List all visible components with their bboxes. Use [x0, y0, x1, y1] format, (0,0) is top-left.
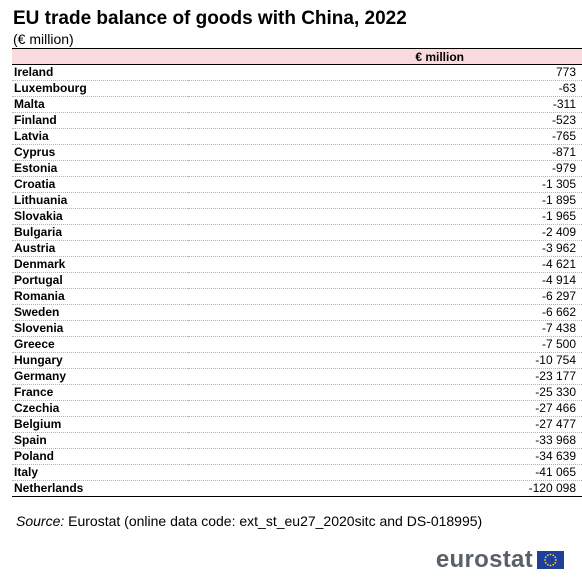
table-row: Lithuania -1 895: [12, 192, 582, 209]
value-cell: -10 754: [188, 352, 582, 369]
country-cell: Slovenia: [12, 320, 189, 337]
value-cell: -765: [188, 128, 582, 145]
value-cell: -2 409: [188, 224, 582, 241]
country-cell: Sweden: [12, 304, 189, 321]
country-cell: Italy: [12, 464, 189, 481]
country-cell: Portugal: [12, 272, 189, 289]
country-cell: Poland: [12, 448, 189, 465]
country-cell: Cyprus: [12, 144, 189, 161]
country-cell: Bulgaria: [12, 224, 189, 241]
table-row: Cyprus -871: [12, 144, 582, 161]
country-cell: Czechia: [12, 400, 189, 417]
value-column-header: € million: [188, 48, 582, 65]
value-cell: -41 065: [188, 464, 582, 481]
country-cell: Belgium: [12, 416, 189, 433]
table-row: Netherlands -120 098: [12, 480, 582, 497]
value-cell: 773: [188, 64, 582, 81]
table-row: Ireland 773: [12, 64, 582, 81]
source-text: Eurostat (online data code: ext_st_eu27_…: [68, 513, 483, 529]
value-cell: -23 177: [188, 368, 582, 385]
table-body: Ireland 773 Luxembourg -63 Malta -311 Finland -…: [12, 64, 582, 497]
table-row: Belgium -27 477: [12, 416, 582, 433]
country-cell: Croatia: [12, 176, 189, 193]
table-row: Malta -311: [12, 96, 582, 113]
country-cell: Luxembourg: [12, 80, 189, 97]
table-row: Estonia -979: [12, 160, 582, 177]
eu-flag-icon: [537, 551, 564, 569]
value-cell: -25 330: [188, 384, 582, 401]
table-row: Italy -41 065: [12, 464, 582, 481]
value-cell: -63: [188, 80, 582, 97]
country-cell: Estonia: [12, 160, 189, 177]
value-cell: -34 639: [188, 448, 582, 465]
table-row: Austria -3 962: [12, 240, 582, 257]
value-cell: -1 895: [188, 192, 582, 209]
value-cell: -7 438: [188, 320, 582, 337]
value-cell: -871: [188, 144, 582, 161]
value-cell: -4 621: [188, 256, 582, 273]
table-row: Poland -34 639: [12, 448, 582, 465]
value-cell: -1 305: [188, 176, 582, 193]
value-cell: -3 962: [188, 240, 582, 257]
country-cell: Netherlands: [12, 480, 189, 497]
country-cell: Romania: [12, 288, 189, 305]
table-row: Czechia -27 466: [12, 400, 582, 417]
country-cell: Hungary: [12, 352, 189, 369]
table-row: Greece -7 500: [12, 336, 582, 353]
value-cell: -120 098: [188, 480, 582, 497]
value-cell: -7 500: [188, 336, 582, 353]
country-cell: Slovakia: [12, 208, 189, 225]
country-cell: Latvia: [12, 128, 189, 145]
table-row: France -25 330: [12, 384, 582, 401]
source-note: Source: Eurostat (online data code: ext_…: [16, 513, 482, 529]
table-row: Germany -23 177: [12, 368, 582, 385]
value-cell: -33 968: [188, 432, 582, 449]
value-cell: -979: [188, 160, 582, 177]
value-cell: -1 965: [188, 208, 582, 225]
country-cell: Malta: [12, 96, 189, 113]
value-cell: -27 477: [188, 416, 582, 433]
table-row: Latvia -765: [12, 128, 582, 145]
country-column-header: [12, 48, 189, 65]
country-cell: Germany: [12, 368, 189, 385]
table-row: Luxembourg -63: [12, 80, 582, 97]
eurostat-logo: eurostat: [436, 546, 564, 574]
table-row: Finland -523: [12, 112, 582, 129]
source-label: Source:: [16, 513, 65, 529]
value-cell: -523: [188, 112, 582, 129]
table-row: Slovenia -7 438: [12, 320, 582, 337]
value-cell: -6 297: [188, 288, 582, 305]
country-cell: Denmark: [12, 256, 189, 273]
value-cell: -311: [188, 96, 582, 113]
trade-balance-table: € million Ireland 773 Luxembourg -63 Malta -3…: [12, 48, 582, 497]
table-row: Romania -6 297: [12, 288, 582, 305]
table-row: Slovakia -1 965: [12, 208, 582, 225]
table-header-row: € million: [12, 48, 582, 65]
country-cell: Austria: [12, 240, 189, 257]
value-cell: -6 662: [188, 304, 582, 321]
country-cell: Lithuania: [12, 192, 189, 209]
table-row: Denmark -4 621: [12, 256, 582, 273]
value-cell: -27 466: [188, 400, 582, 417]
page-subtitle: (€ million): [13, 31, 74, 47]
table-row: Hungary -10 754: [12, 352, 582, 369]
value-cell: -4 914: [188, 272, 582, 289]
page-title: EU trade balance of goods with China, 20…: [13, 8, 407, 29]
country-cell: Greece: [12, 336, 189, 353]
country-cell: France: [12, 384, 189, 401]
country-cell: Finland: [12, 112, 189, 129]
table-row: Croatia -1 305: [12, 176, 582, 193]
logo-text: eurostat: [435, 546, 533, 573]
table-row: Sweden -6 662: [12, 304, 582, 321]
country-cell: Ireland: [12, 64, 189, 81]
country-cell: Spain: [12, 432, 189, 449]
table-row: Portugal -4 914: [12, 272, 582, 289]
table-row: Spain -33 968: [12, 432, 582, 449]
table-row: Bulgaria -2 409: [12, 224, 582, 241]
